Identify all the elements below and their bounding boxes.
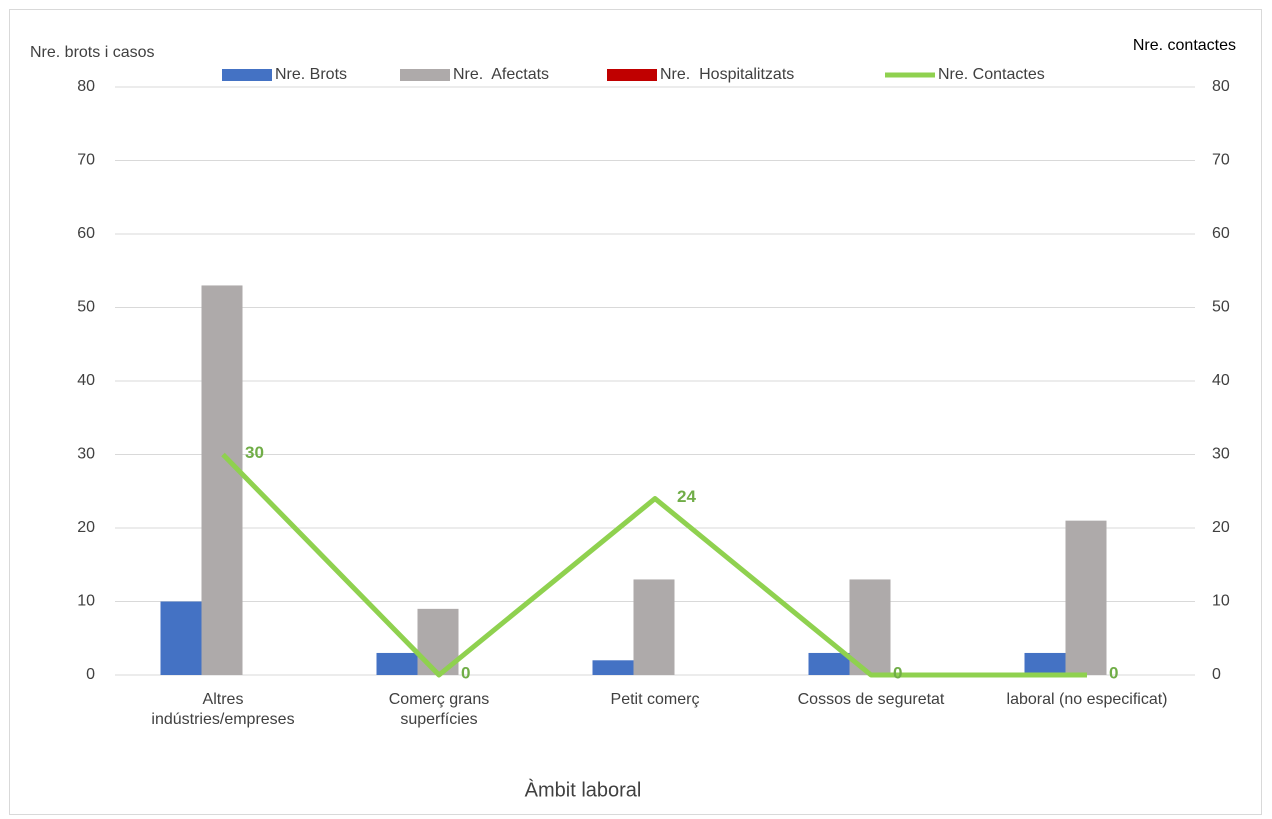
- bar: [633, 579, 675, 675]
- bar: [1065, 520, 1107, 675]
- legend-label: Nre. Contactes: [938, 66, 1045, 83]
- x-tick-label: laboral (no especificat): [1006, 691, 1168, 708]
- line: [221, 452, 1087, 678]
- y-tick-label: 70: [77, 152, 95, 169]
- legend-label: Nre. Hospitalitzats: [660, 66, 794, 83]
- y-tick-label: 10: [77, 593, 95, 610]
- y-tick-label: 40: [77, 372, 95, 389]
- bar: [1024, 652, 1066, 675]
- y-tick-label: 60: [77, 225, 95, 242]
- bar: [376, 652, 418, 675]
- bar: [849, 579, 891, 675]
- y-axis-title: Nre. brots i casos: [30, 44, 154, 61]
- y2-tick-label: 60: [1212, 225, 1230, 242]
- y-tick-label: 80: [77, 78, 95, 95]
- data-label: 24: [677, 487, 696, 506]
- legend-swatch: [222, 69, 272, 81]
- y-tick-label: 0: [86, 666, 95, 683]
- y2-axis-title: Nre. contactes: [1133, 37, 1236, 54]
- data-label: 0: [1109, 663, 1118, 682]
- y2-tick-label: 70: [1212, 152, 1230, 169]
- bar: [592, 660, 634, 675]
- y2-tick-label: 10: [1212, 593, 1230, 610]
- x-tick-label: Altres indústries/empreses: [151, 691, 295, 728]
- data-label: 0: [461, 663, 470, 682]
- y2-tick-label: 20: [1212, 519, 1230, 536]
- y2-tick-label: 30: [1212, 446, 1230, 463]
- x-axis-title: Àmbit laboral: [525, 778, 642, 801]
- x-tick-label: Comerç grans superfícies: [388, 691, 490, 728]
- y2-tick-label: 80: [1212, 78, 1230, 95]
- y2-tick-label: 50: [1212, 299, 1230, 316]
- bar: [808, 652, 850, 675]
- x-tick-label: Cossos de seguretat: [797, 691, 945, 708]
- y-tick-label: 30: [77, 446, 95, 463]
- legend-swatch: [400, 69, 450, 81]
- bar: [160, 601, 202, 675]
- legend-label: Nre. Brots: [275, 66, 347, 83]
- y-tick-label: 20: [77, 519, 95, 536]
- y2-tick-label: 0: [1212, 666, 1221, 683]
- y2-tick-label: 40: [1212, 372, 1230, 389]
- legend-swatch: [607, 69, 657, 81]
- data-label: 0: [893, 663, 902, 682]
- data-label: 30: [245, 443, 264, 462]
- x-tick-label: Petit comerç: [610, 691, 700, 708]
- legend-label: Nre. Afectats: [453, 66, 549, 83]
- bar: [201, 285, 243, 675]
- y-tick-label: 50: [77, 299, 95, 316]
